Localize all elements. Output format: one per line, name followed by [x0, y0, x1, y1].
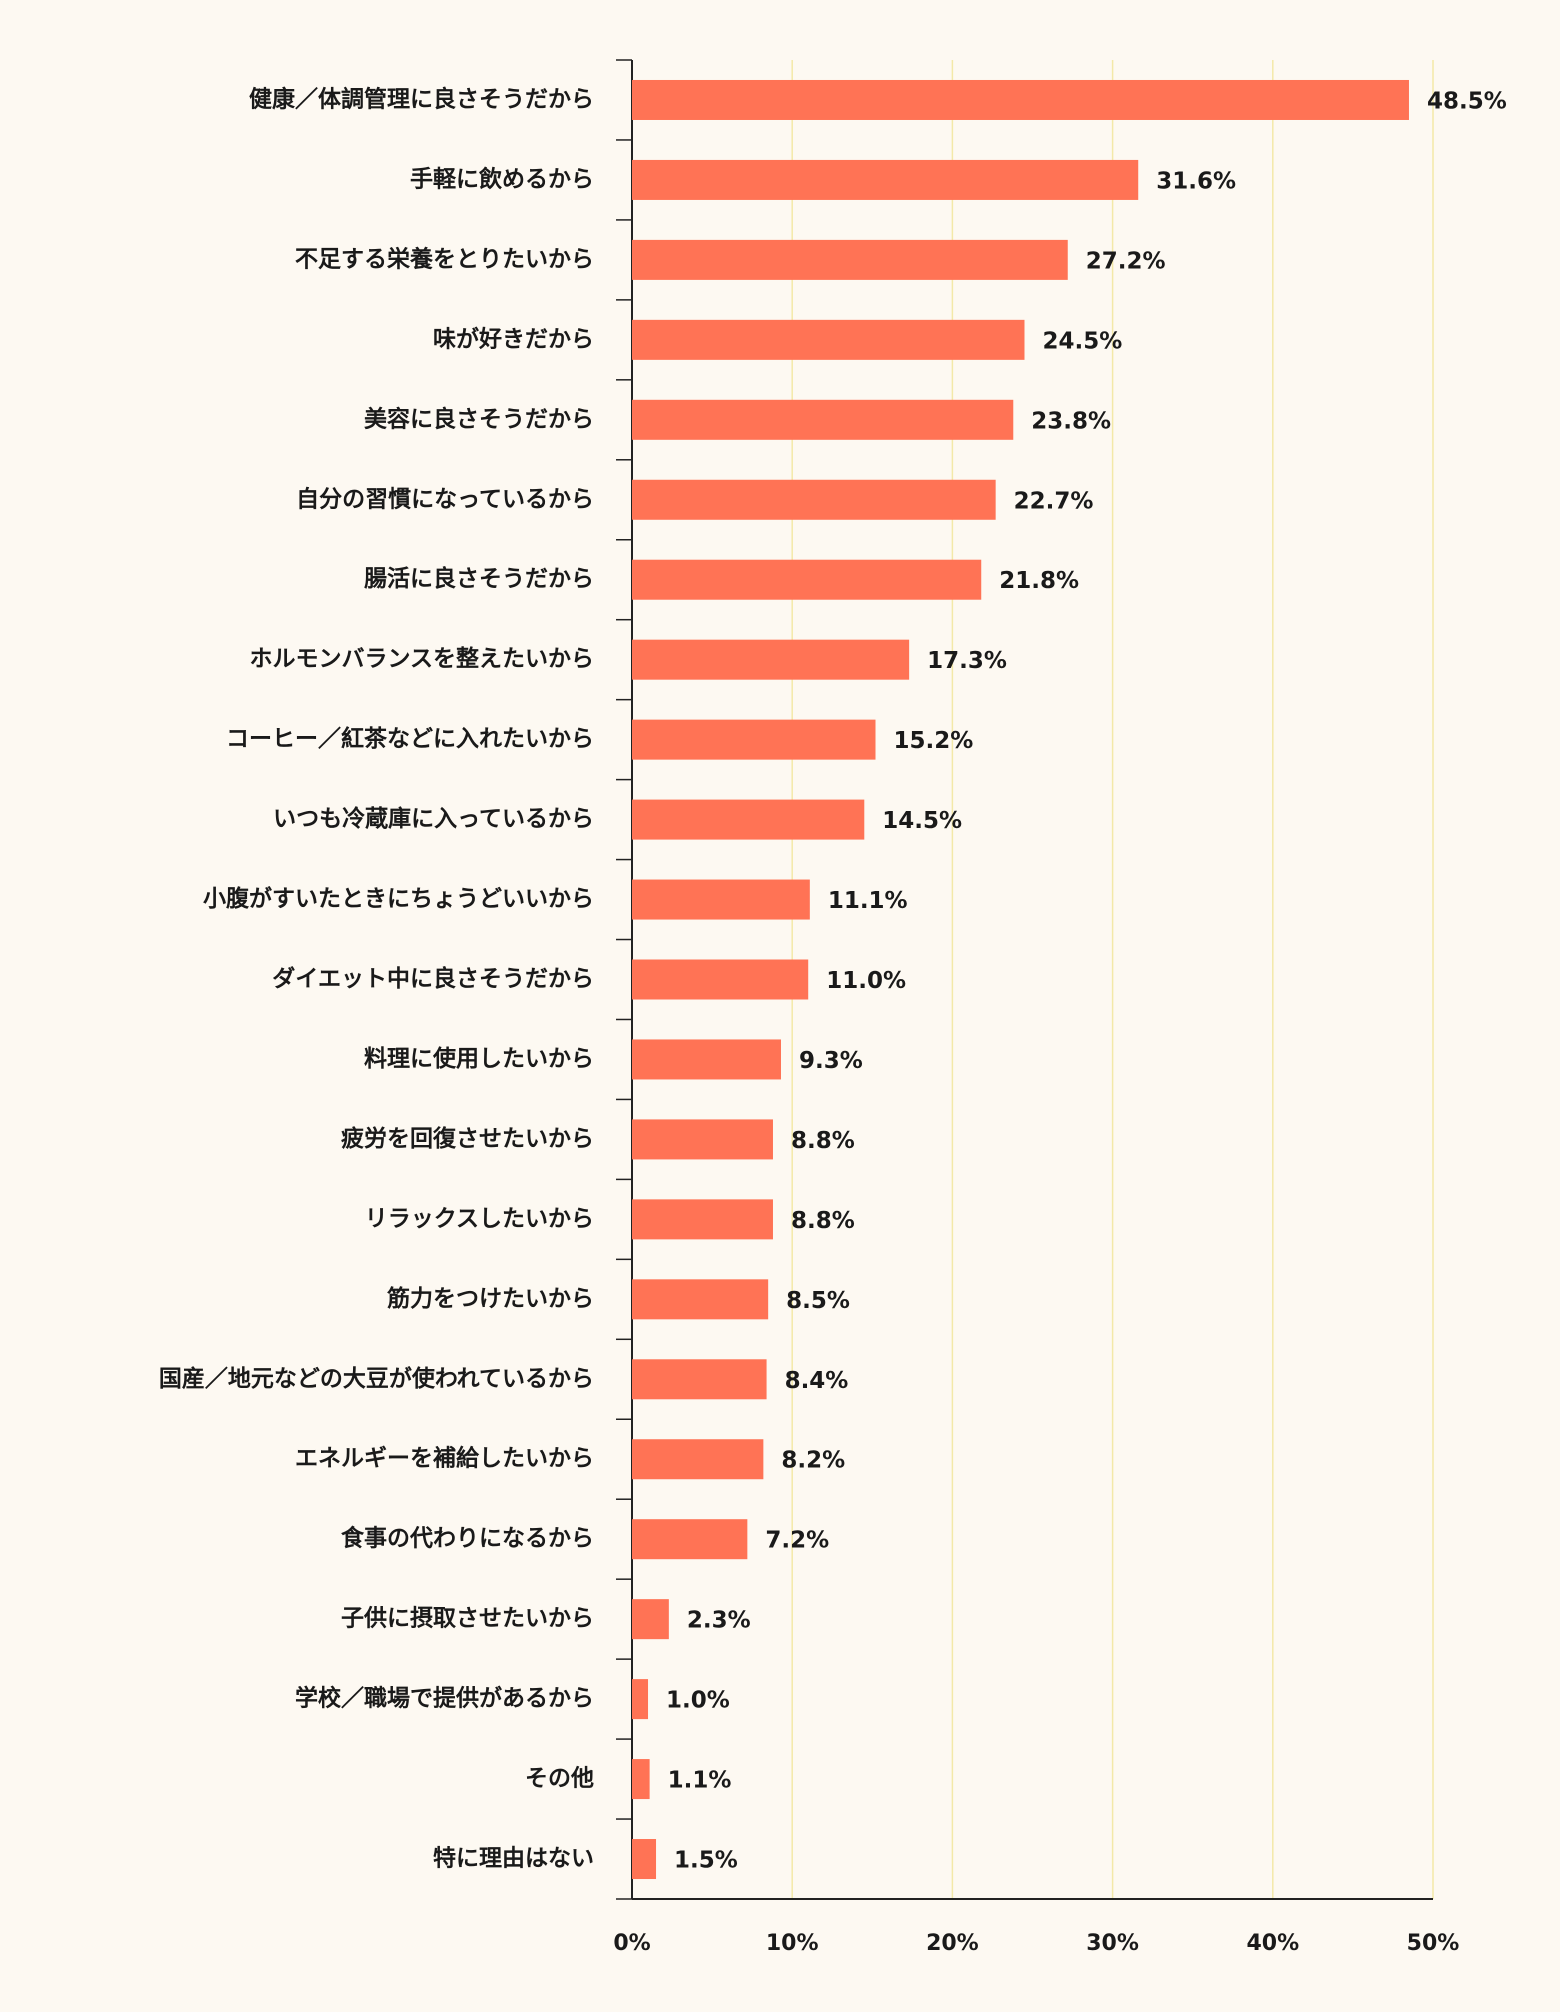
y-tick-label: 小腹がすいたときにちょうどいいから — [203, 885, 594, 912]
value-label: 31.6% — [1156, 168, 1236, 194]
value-label: 24.5% — [1042, 328, 1122, 354]
x-tick-label: 20% — [926, 1931, 979, 1956]
y-tick-label: 不足する栄養をとりたいから — [295, 245, 594, 272]
x-tick-label: 0% — [613, 1931, 650, 1956]
y-tick-label: ダイエット中に良さそうだから — [272, 965, 594, 992]
value-label: 1.0% — [666, 1688, 730, 1714]
y-tick-label: 自分の習慣になっているから — [296, 485, 594, 512]
bar — [632, 319, 1025, 360]
y-tick-label: 手軽に飲めるから — [410, 165, 594, 192]
x-tick-label: 50% — [1407, 1931, 1460, 1956]
bar — [632, 1679, 649, 1720]
value-label: 11.0% — [826, 968, 906, 994]
y-tick-label: その他 — [525, 1766, 594, 1792]
bar — [632, 1439, 764, 1480]
value-label: 8.5% — [786, 1288, 850, 1314]
value-label: 15.2% — [894, 728, 974, 754]
value-label: 14.5% — [882, 808, 962, 834]
bar — [632, 1119, 773, 1160]
x-tick-label: 40% — [1246, 1931, 1299, 1956]
value-label: 7.2% — [765, 1528, 829, 1554]
value-label: 8.8% — [791, 1128, 855, 1154]
value-label: 8.4% — [785, 1368, 849, 1394]
bar — [632, 239, 1068, 280]
bar — [632, 479, 996, 520]
bar — [632, 879, 810, 920]
bar — [632, 1359, 767, 1400]
bar — [632, 1759, 650, 1800]
y-tick-label: 味が好きだから — [433, 325, 594, 352]
value-label: 1.1% — [668, 1768, 732, 1794]
value-label: 9.3% — [799, 1048, 863, 1074]
value-label: 27.2% — [1086, 248, 1166, 274]
bar — [632, 159, 1139, 200]
value-label: 8.2% — [781, 1448, 845, 1474]
bar — [632, 719, 876, 760]
value-label: 17.3% — [927, 648, 1007, 674]
bar — [632, 1599, 669, 1640]
y-tick-label: 学校／職場で提供があるから — [295, 1685, 594, 1712]
y-tick-label: 子供に摂取させたいから — [341, 1605, 594, 1632]
y-tick-label: 特に理由はない — [433, 1846, 594, 1872]
y-tick-label: 食事の代わりになるから — [341, 1525, 594, 1552]
bar — [632, 399, 1014, 440]
y-tick-label: 美容に良さそうだから — [364, 405, 594, 432]
y-tick-label: ホルモンバランスを整えたいから — [249, 645, 594, 672]
value-label: 48.5% — [1427, 88, 1507, 114]
value-label: 21.8% — [999, 568, 1079, 594]
y-tick-label: 疲労を回復させたいから — [341, 1125, 594, 1152]
bar — [632, 1519, 748, 1560]
bar — [632, 1279, 769, 1320]
y-tick-label: エネルギーを補給したいから — [295, 1445, 594, 1472]
value-label: 8.8% — [791, 1208, 855, 1234]
bar — [632, 559, 982, 600]
value-label: 23.8% — [1031, 408, 1111, 434]
value-label: 1.5% — [674, 1848, 738, 1874]
y-tick-label: 料理に使用したいから — [364, 1046, 594, 1072]
y-tick-label: 健康／体調管理に良さそうだから — [249, 85, 594, 112]
bar — [632, 639, 910, 680]
bar — [632, 1199, 773, 1240]
bar — [632, 1039, 781, 1080]
value-label: 2.3% — [687, 1608, 751, 1634]
y-tick-label: 国産／地元などの大豆が使われているから — [159, 1365, 594, 1392]
x-tick-label: 30% — [1086, 1931, 1139, 1956]
x-tick-label: 10% — [766, 1931, 819, 1956]
bar — [632, 1839, 657, 1880]
y-tick-label: 筋力をつけたいから — [387, 1285, 594, 1312]
value-label: 11.1% — [828, 888, 908, 914]
y-tick-label: リラックスしたいから — [365, 1206, 594, 1232]
y-tick-label: いつも冷蔵庫に入っているから — [273, 805, 594, 832]
bar — [632, 799, 865, 840]
value-label: 22.7% — [1014, 488, 1094, 514]
bar — [632, 959, 809, 1000]
bar — [632, 79, 1409, 120]
y-tick-label: コーヒー／紅茶などに入れたいから — [226, 725, 594, 752]
y-tick-label: 腸活に良さそうだから — [364, 565, 594, 592]
